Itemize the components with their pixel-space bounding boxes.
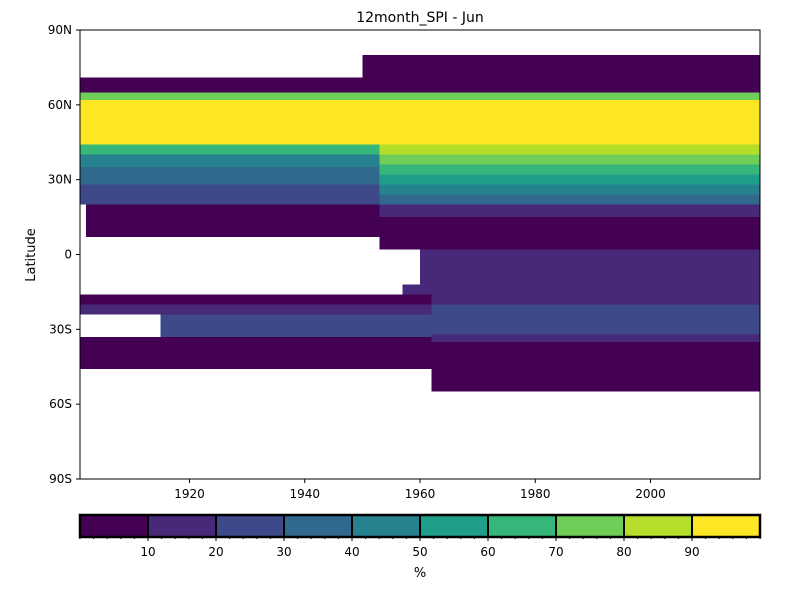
heatmap-band-0 [362,54,760,78]
y-tick-label: 30N [48,173,72,187]
heatmap-band-16 [379,217,760,250]
plot-area [80,54,760,392]
colorbar: 10 20 30 40 50 60 70 80 90 [78,513,762,559]
heatmap-band-15 [379,204,760,218]
axes: 1920 1940 1960 1980 2000 90S 60S 30S 0 30N 60N 90N [48,23,761,501]
heatmap-band-20 [80,304,432,315]
heatmap-band-18 [402,284,760,300]
colorbar-tick-label: 60 [480,545,495,559]
colorbar-segment-0 [79,514,149,538]
colorbar-tick-label: 20 [208,545,223,559]
colorbar-segment-2 [215,514,285,538]
x-tick-label: 2000 [635,487,666,501]
heatmap-band-25 [80,336,432,370]
heatmap-band-2 [80,92,760,100]
colorbar-segment-9 [691,514,761,538]
y-tick-label: 30S [49,322,72,336]
y-axis-label: Latitude [24,228,39,282]
y-tick-label: 60N [48,98,72,112]
x-tick-label: 1920 [174,487,205,501]
heatmap-band-3 [80,99,760,145]
heatmap-band-5 [80,154,380,168]
heatmap-band-14 [379,194,760,205]
heatmap-band-11 [379,164,760,175]
heatmap-band-8 [85,204,380,238]
colorbar-tick-label: 10 [140,545,155,559]
colorbar-label: % [414,566,426,581]
x-tick-label: 1960 [405,487,436,501]
heatmap-band-6 [80,167,380,185]
y-tick-label: 90N [48,23,72,37]
colorbar-segment-6 [487,514,557,538]
colorbar-segment-3 [283,514,353,538]
heatmap-band-12 [379,174,760,185]
colorbar-tick-label: 90 [684,545,699,559]
chart-title: 12month_SPI - Jun [356,10,484,26]
heatmap-band-1 [80,77,760,93]
heatmap-band-26 [431,341,760,392]
heatmap-band-17 [420,249,760,285]
colorbar-tick-label: 40 [344,545,359,559]
colorbar-segment-1 [147,514,217,538]
colorbar-segment-5 [419,514,489,538]
colorbar-segment-7 [555,514,625,538]
colorbar-tick-label: 70 [548,545,563,559]
heatmap-band-21 [160,314,432,337]
heatmap-band-23 [431,304,760,335]
colorbar-segment-8 [623,514,693,538]
x-tick-label: 1940 [289,487,320,501]
colorbar-tick-label: 50 [412,545,427,559]
heatmap-band-13 [379,184,760,195]
colorbar-tick-label: 30 [276,545,291,559]
heatmap-band-10 [379,154,760,165]
y-tick-label: 0 [64,248,72,262]
heatmap-band-19 [80,294,432,305]
y-tick-label: 60S [49,397,72,411]
x-tick-label: 1980 [520,487,551,501]
heatmap-band-4 [80,144,380,155]
colorbar-segment-4 [351,514,421,538]
colorbar-tick-label: 80 [616,545,631,559]
heatmap-band-9 [379,144,760,155]
heatmap-band-22 [431,299,760,305]
y-tick-label: 90S [49,472,72,486]
heatmap-band-7 [80,184,380,205]
heatmap-band-24 [431,334,760,342]
